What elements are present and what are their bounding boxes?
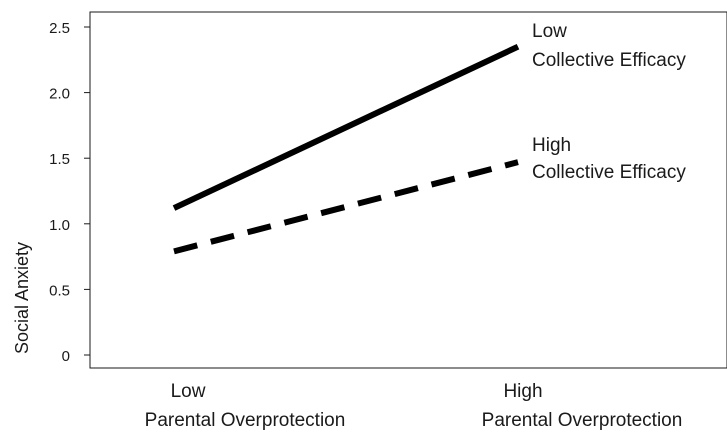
series-line-low-collective-efficacy bbox=[172, 43, 520, 211]
x-category-label-high-line1: High bbox=[503, 381, 542, 402]
y-tick-label: 0.5 bbox=[49, 282, 70, 299]
y-tick-label: 1.0 bbox=[49, 217, 70, 234]
y-axis-label: Social Anxiety bbox=[12, 242, 32, 354]
y-tick-label: 2.5 bbox=[49, 20, 70, 37]
series-label-high-line2: Collective Efficacy bbox=[532, 162, 686, 183]
series-lines bbox=[172, 43, 520, 255]
y-tick-label: 2.0 bbox=[49, 86, 70, 103]
y-axis-ticks: 0 0.5 1.0 1.5 2.0 2.5 bbox=[49, 20, 90, 365]
series-label-low-line1: Low bbox=[532, 21, 567, 42]
y-tick-label: 1.5 bbox=[49, 151, 70, 168]
series-label-low-line2: Collective Efficacy bbox=[532, 50, 686, 71]
plot-frame bbox=[89, 11, 727, 369]
x-category-label-low-line2: Parental Overprotection bbox=[145, 410, 346, 431]
y-tick-label: 0 bbox=[62, 348, 70, 365]
series-line-high-collective-efficacy bbox=[173, 159, 519, 255]
x-category-label-high-line2: Parental Overprotection bbox=[482, 410, 683, 431]
series-label-high-line1: High bbox=[532, 135, 571, 156]
x-category-label-low-line1: Low bbox=[171, 381, 206, 402]
